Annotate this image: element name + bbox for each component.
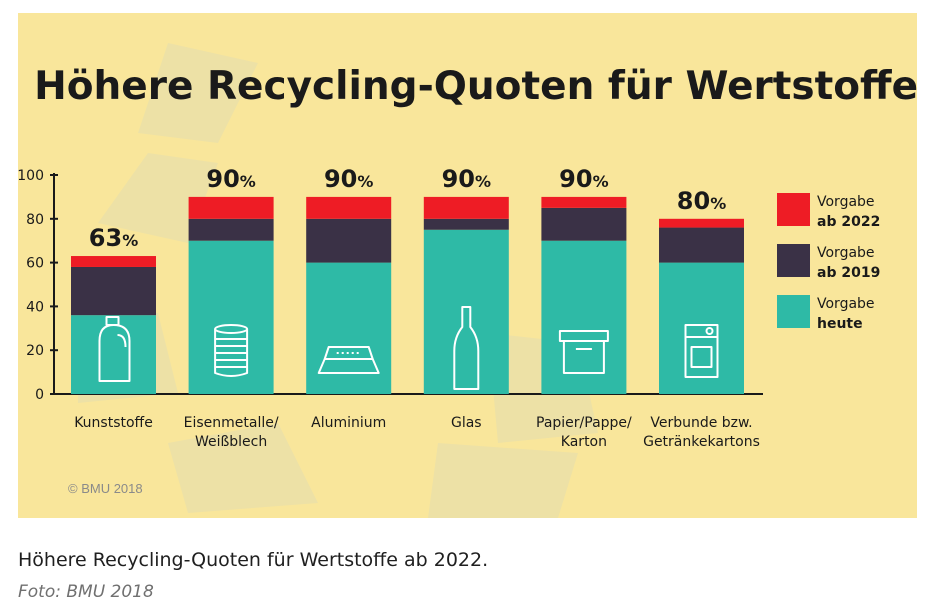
bar-segment-heute [541, 240, 627, 394]
bar-segment-heute [71, 315, 156, 394]
category-label: Weißblech [195, 434, 267, 450]
y-tick-label: 100 [18, 168, 44, 184]
total-label: 80% [677, 187, 726, 215]
chart-figure: 0 20 40 60 80 100 63% Kunststoffe 90% Eisenmetal… [18, 13, 917, 518]
legend-swatch [777, 295, 810, 328]
category-label: Kunststoffe [74, 415, 153, 431]
beverage-carton-icon [684, 324, 719, 378]
y-tick-label: 80 [26, 212, 44, 228]
category-label: Glas [451, 415, 482, 431]
bar-segment-heute [659, 262, 744, 394]
total-label-number: 90 [206, 165, 239, 193]
total-label-percent: % [122, 231, 138, 250]
glass-bottle-icon [453, 306, 480, 390]
aluminium-tray-icon [317, 346, 380, 374]
total-label-number: 90 [559, 165, 592, 193]
total-label-percent: % [710, 194, 726, 213]
total-label-number: 90 [442, 165, 475, 193]
bar-segment-heute [188, 240, 274, 394]
beverage-carton-icon-part [705, 327, 714, 335]
copyright-text: © BMU 2018 [68, 481, 143, 496]
legend-label: heute [817, 316, 863, 332]
bar-segment-2019 [541, 207, 627, 241]
tin-can-icon-part [214, 329, 249, 377]
legend-swatch [777, 193, 810, 226]
category-label: Aluminium [311, 415, 386, 431]
beverage-carton-icon-part [690, 346, 713, 368]
cardboard-box-icon [558, 330, 609, 374]
total-label-percent: % [357, 172, 373, 191]
glass-bottle-icon-part [453, 306, 480, 390]
total-label-number: 63 [89, 224, 122, 252]
total-label: 90% [559, 165, 608, 193]
bar-segment-2019 [188, 218, 274, 241]
total-label-number: 90 [324, 165, 357, 193]
total-label: 90% [206, 165, 255, 193]
bar-segment-2019 [306, 218, 392, 263]
total-label-percent: % [593, 172, 609, 191]
category-label: Verbunde bzw. [650, 415, 752, 431]
category-label: Papier/Pappe/ [536, 415, 632, 431]
total-label: 90% [324, 165, 373, 193]
image-caption: Höhere Recycling-Quoten für Wertstoffe a… [18, 549, 489, 571]
legend-label: Vorgabe [817, 245, 875, 261]
legend-label: ab 2022 [817, 214, 880, 230]
bar-segment-heute [306, 262, 392, 394]
total-label: 90% [442, 165, 491, 193]
bars: 63% Kunststoffe 90% Eisenmetalle/Weißblech 9… [71, 165, 760, 450]
legend: Vorgabe ab 2022 Vorgabe ab 2019 Vorgabe heute [777, 193, 880, 332]
total-label: 63% [89, 224, 138, 252]
total-label-percent: % [240, 172, 256, 191]
bar-segment-2022 [659, 218, 744, 228]
bar-segment-heute [423, 229, 509, 394]
tin-can-icon [214, 324, 249, 377]
chart-svg: 0 20 40 60 80 100 63% Kunststoffe 90% Eisenmetal… [18, 43, 917, 518]
legend-label: Vorgabe [817, 296, 875, 312]
y-tick-label: 60 [26, 256, 44, 272]
category-label: Eisenmetalle/ [184, 415, 279, 431]
beverage-carton-icon-part [684, 324, 719, 378]
bar-segment-2022 [423, 196, 509, 219]
legend-label: Vorgabe [817, 194, 875, 210]
legend-label: ab 2019 [817, 265, 880, 281]
y-tick-label: 0 [35, 387, 44, 403]
bar-segment-2019 [423, 218, 509, 230]
bar-segment-2019 [71, 266, 156, 316]
category-label: Karton [561, 434, 607, 450]
detergent-bottle-icon [98, 316, 131, 382]
chart-title: Höhere Recycling-Quoten für Wertstoffe! [34, 64, 917, 109]
bar-segment-2022 [541, 196, 627, 208]
photo-credit: Foto: BMU 2018 [18, 582, 154, 602]
legend-swatch [777, 244, 810, 277]
cardboard-box-icon-part [562, 340, 605, 374]
total-label-number: 80 [677, 187, 710, 215]
y-tick-label: 20 [26, 343, 44, 359]
bar-segment-2022 [71, 256, 156, 267]
bar-segment-2022 [188, 196, 274, 219]
y-axis: 0 20 40 60 80 100 [18, 168, 763, 403]
detergent-bottle-icon-part [98, 324, 131, 382]
y-tick-label: 40 [26, 299, 44, 315]
category-label: Getränkekartons [643, 434, 760, 450]
detergent-bottle-icon-part [117, 334, 127, 348]
bar-segment-2019 [659, 227, 744, 263]
aluminium-tray-icon-part [323, 346, 374, 360]
total-label-percent: % [475, 172, 491, 191]
bar-segment-2022 [306, 196, 392, 219]
